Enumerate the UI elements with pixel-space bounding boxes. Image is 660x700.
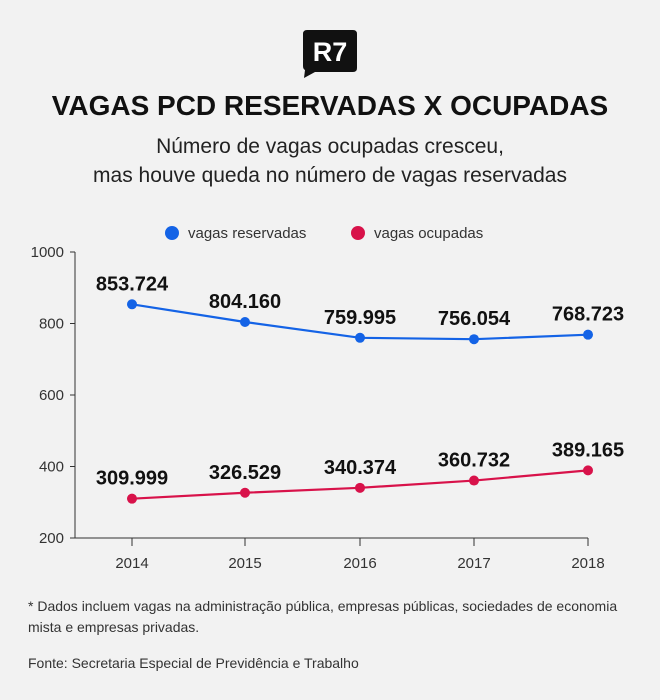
data-point [240,317,250,328]
data-point [583,329,593,340]
legend-marker-2 [351,226,365,240]
data-label: 853.724 [96,273,169,295]
data-label: 309.999 [96,468,168,490]
data-point [355,482,365,493]
x-tick-label: 2018 [571,555,604,572]
y-tick-label: 600 [39,387,64,404]
data-label: 360.732 [438,450,510,472]
chart-title: VAGAS PCD RESERVADAS X OCUPADAS [51,90,609,121]
subtitle-line-1: Número de vagas ocupadas cresceu, [156,135,504,158]
y-tick-label: 1000 [31,244,64,261]
data-label: 804.160 [209,291,281,313]
r7-logo: R7 [303,30,357,78]
data-point [127,493,137,504]
x-tick-label: 2017 [457,555,490,572]
data-label: 756.054 [438,308,511,330]
data-point [469,334,479,345]
y-tick-label: 200 [39,530,64,547]
x-tick-label: 2014 [115,555,148,572]
source-note: Fonte: Secretaria Especial de Previdênci… [28,655,359,671]
y-tick-label: 400 [39,459,64,476]
data-label: 389.165 [552,439,624,461]
x-tick-label: 2015 [228,555,261,572]
legend-label-1: vagas reservadas [188,225,306,242]
footnote: * Dados incluem vagas na administração p… [28,598,618,635]
data-label: 340.374 [324,457,397,479]
data-point [355,332,365,343]
legend-label-2: vagas ocupadas [374,225,483,242]
r7-logo-shape [303,30,357,78]
data-label: 768.723 [552,304,624,326]
data-point [127,299,137,310]
legend-marker-1 [165,226,179,240]
data-point [469,475,479,486]
data-label: 759.995 [324,307,396,329]
subtitle-line-2: mas houve queda no número de vagas reser… [93,164,567,187]
y-tick-label: 800 [39,316,64,333]
data-point [240,487,250,498]
chart-subtitle: Número de vagas ocupadas cresceu, mas ho… [0,132,660,190]
data-label: 326.529 [209,462,281,484]
r7-logo-text: R7 [313,37,348,67]
data-point [583,465,593,476]
x-tick-label: 2016 [343,555,376,572]
